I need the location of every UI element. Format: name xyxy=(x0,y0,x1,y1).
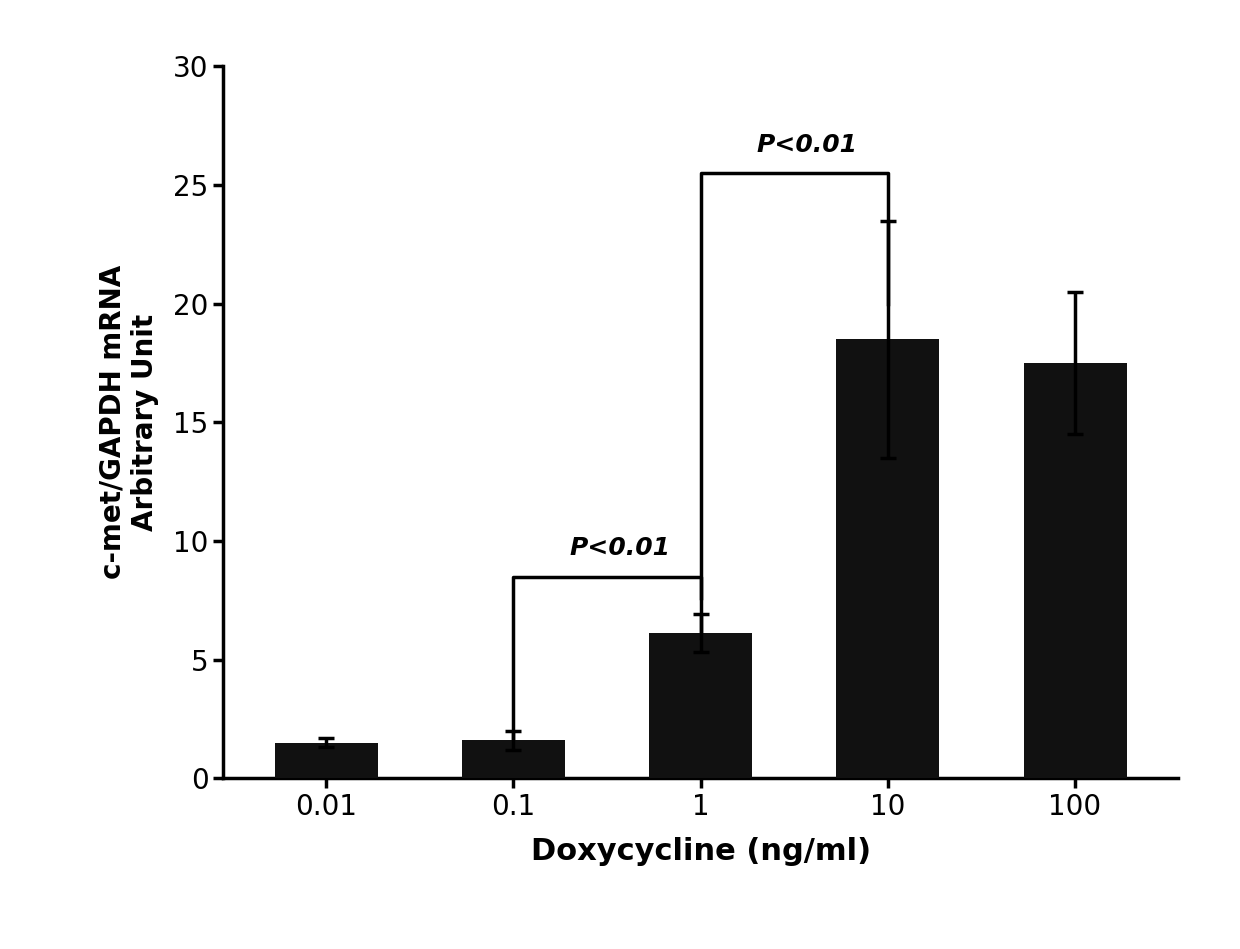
Bar xyxy=(836,339,940,778)
Bar xyxy=(461,740,565,778)
Bar xyxy=(649,634,753,778)
Y-axis label: c-met/GAPDH mRNA
Arbitrary Unit: c-met/GAPDH mRNA Arbitrary Unit xyxy=(99,265,159,580)
X-axis label: Doxycycline (ng/ml): Doxycycline (ng/ml) xyxy=(531,837,870,866)
Bar xyxy=(275,742,378,778)
Bar xyxy=(1023,363,1126,778)
Text: P<0.01: P<0.01 xyxy=(756,133,858,157)
Text: P<0.01: P<0.01 xyxy=(569,536,671,560)
